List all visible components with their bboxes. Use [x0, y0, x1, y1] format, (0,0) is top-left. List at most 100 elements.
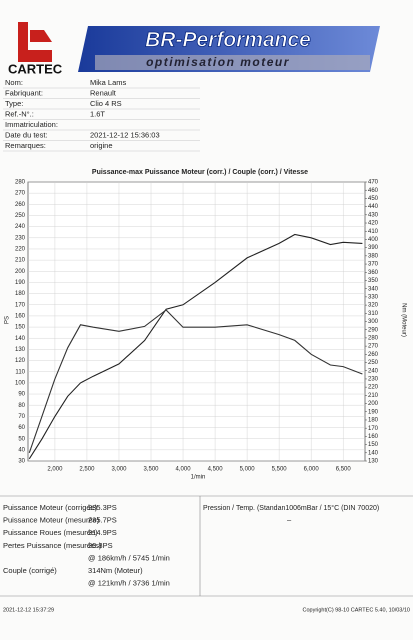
result-value: 235.3PS — [88, 503, 117, 512]
result-value: 314Nm (Moteur) — [88, 566, 143, 575]
y-tick-label: 30 — [18, 459, 25, 465]
y2-tick-label: 230 — [368, 377, 379, 383]
x-tick-label: 5,000 — [240, 467, 256, 473]
series-line — [28, 309, 363, 453]
y2-tick-label: 370 — [368, 262, 379, 268]
logo: CARTEC — [8, 22, 63, 76]
y2-tick-label: 280 — [368, 335, 379, 341]
x-tick-label: 2,500 — [79, 467, 95, 473]
banner-title: BR-Performance — [145, 29, 311, 52]
y2-tick-label: 150 — [368, 442, 379, 448]
y2-tick-label: 450 — [368, 196, 379, 202]
y2-tick-label: 410 — [368, 229, 379, 235]
y-tick-label: 100 — [15, 380, 26, 386]
y2-tick-label: 190 — [368, 409, 379, 415]
y2-tick-label: 320 — [368, 303, 379, 309]
y-tick-label: 60 — [18, 425, 25, 431]
field-value: 2021-12-12 15:36:03 — [90, 130, 160, 139]
y-tick-label: 180 — [15, 291, 26, 297]
field-label: Fabriquant: — [5, 88, 43, 97]
conditions-label: Pression / Temp. (Standan1006mBar / 15°C… — [203, 504, 379, 512]
y2-tick-label: 260 — [368, 352, 379, 358]
field-label: Type: — [5, 99, 23, 108]
field-label: Nom: — [5, 78, 23, 87]
y-tick-label: 280 — [15, 180, 26, 186]
y-tick-label: 120 — [15, 358, 26, 364]
x-label: 1/min — [191, 475, 206, 481]
footer-timestamp: 2021-12-12 15:37:29 — [3, 607, 54, 613]
x-tick-label: 2,000 — [47, 467, 63, 473]
y-tick-label: 160 — [15, 313, 26, 319]
y2-tick-label: 350 — [368, 278, 379, 284]
y2-tick-label: 130 — [368, 459, 379, 465]
field-value: Clio 4 RS — [90, 99, 122, 108]
y2-tick-label: 460 — [368, 188, 379, 194]
y-tick-label: 220 — [15, 247, 26, 253]
y-tick-label: 230 — [15, 235, 26, 241]
x-tick-label: 3,000 — [111, 467, 127, 473]
y2-tick-label: 270 — [368, 344, 379, 350]
y-tick-label: 90 — [18, 392, 25, 398]
result-value: 235.7PS — [88, 516, 117, 525]
result-label: Puissance Moteur (corrigée) — [3, 503, 98, 512]
y2-tick-label: 140 — [368, 450, 379, 456]
y-tick-label: 130 — [15, 347, 26, 353]
field-value: Mika Lams — [90, 78, 127, 87]
result-label: Couple (corrigé) — [3, 566, 57, 575]
y2-tick-label: 380 — [368, 253, 379, 259]
y2-tick-label: 330 — [368, 294, 379, 300]
y2-tick-label: 430 — [368, 212, 379, 218]
field-value: 1.6T — [90, 109, 105, 118]
result-value: @ 186km/h / 5745 1/min — [88, 553, 170, 562]
banner-band — [95, 55, 370, 70]
y-tick-label: 140 — [15, 336, 26, 342]
field-label: Immatriculation: — [5, 120, 58, 129]
x-tick-label: 4,000 — [176, 467, 192, 473]
chart-title: Puissance-max Puissance Moteur (corr.) /… — [92, 169, 308, 176]
field-label: Remarques: — [5, 141, 46, 150]
x-tick-label: 3,500 — [144, 467, 160, 473]
field-label: Ref.-N°.: — [5, 109, 34, 118]
y-tick-label: 150 — [15, 325, 26, 331]
field-value: origine — [90, 141, 113, 150]
y2-tick-label: 160 — [368, 434, 379, 440]
banner-subtitle: optimisation moteur — [146, 55, 290, 69]
result-value: 214.9PS — [88, 528, 117, 537]
result-label: Puissance Roues (mesurée) — [3, 528, 98, 537]
y2-tick-label: 240 — [368, 368, 379, 374]
result-label: Pertes Puissance (mesurées) — [3, 541, 102, 550]
y-tick-label: 250 — [15, 213, 26, 219]
y2-tick-label: 300 — [368, 319, 379, 325]
y-tick-label: 70 — [18, 414, 25, 420]
field-label: Date du test: — [5, 130, 48, 139]
y2-tick-label: 400 — [368, 237, 379, 243]
result-value: 20.8PS — [88, 541, 113, 550]
conditions-value: – — [287, 515, 292, 524]
y2-tick-label: 210 — [368, 393, 379, 399]
y2-tick-label: 170 — [368, 426, 379, 432]
y-tick-label: 50 — [18, 436, 25, 442]
x-tick-label: 5,500 — [272, 467, 288, 473]
x-tick-label: 6,500 — [336, 467, 352, 473]
result-value: @ 121km/h / 3736 1/min — [88, 579, 170, 588]
y-tick-label: 240 — [15, 224, 26, 230]
y-tick-label: 210 — [15, 258, 26, 264]
y-label: PS — [5, 316, 11, 324]
y2-tick-label: 310 — [368, 311, 379, 317]
series-line — [28, 233, 363, 460]
y2-tick-label: 180 — [368, 418, 379, 424]
result-label: Puissance Moteur (mesurée) — [3, 516, 100, 525]
y2-tick-label: 390 — [368, 245, 379, 251]
y-tick-label: 170 — [15, 302, 26, 308]
y-tick-label: 260 — [15, 202, 26, 208]
y-tick-label: 200 — [15, 269, 26, 275]
y-tick-label: 40 — [18, 447, 25, 453]
y2-tick-label: 200 — [368, 401, 379, 407]
y-tick-label: 270 — [15, 191, 26, 197]
x-tick-label: 6,000 — [304, 467, 320, 473]
y2-tick-label: 420 — [368, 221, 379, 227]
y2-tick-label: 340 — [368, 286, 379, 292]
x-tick-label: 4,500 — [208, 467, 224, 473]
brand: CARTEC — [8, 61, 63, 76]
